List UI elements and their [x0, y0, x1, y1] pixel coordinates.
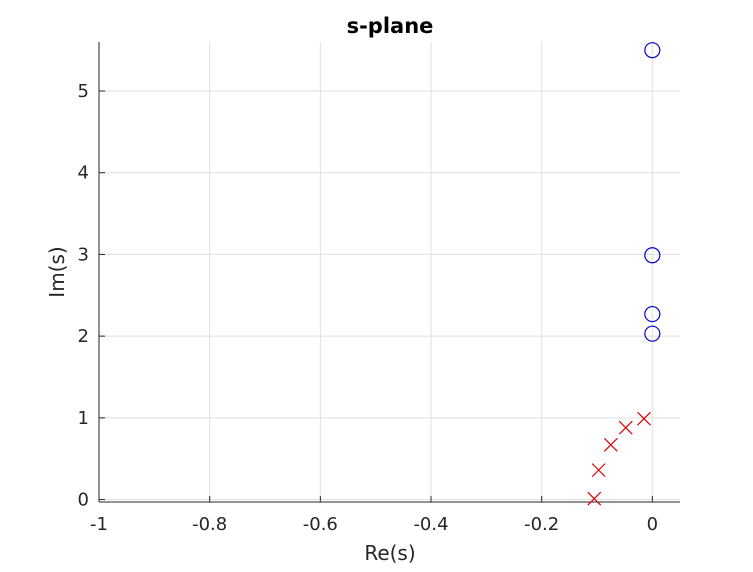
- pole-marker: [591, 463, 606, 478]
- y-tick-label: 5: [78, 81, 89, 102]
- x-tick-label: -0.8: [192, 514, 227, 535]
- axes: [98, 42, 680, 503]
- x-tick-label: -1: [90, 514, 108, 535]
- y-tick-label: 4: [78, 163, 89, 184]
- data-marks: [587, 42, 661, 506]
- pole-marker: [587, 491, 602, 506]
- chart-title: s-plane: [347, 14, 434, 38]
- y-tick-label: 2: [78, 326, 89, 347]
- x-ticks: -1 -0.8 -0.6 -0.4 -0.2 0: [90, 496, 658, 535]
- y-axis-label: Im(s): [45, 246, 69, 297]
- x-axis-label: Re(s): [364, 541, 415, 565]
- zero-marker: [644, 325, 661, 342]
- x-tick-label: -0.2: [524, 514, 559, 535]
- y-ticks: 0 1 2 3 4 5: [78, 81, 105, 511]
- zero-marker: [644, 247, 661, 264]
- zero-marker: [644, 305, 661, 323]
- x-tick-label: -0.6: [303, 514, 338, 535]
- grid: [98, 42, 680, 502]
- y-tick-label: 1: [78, 408, 89, 429]
- pole-marker: [637, 411, 651, 426]
- x-tick-label: 0: [647, 514, 658, 535]
- plot-area: [99, 42, 680, 502]
- y-tick-label: 3: [78, 244, 89, 265]
- x-tick-label: -0.4: [413, 514, 448, 535]
- y-tick-label: 0: [78, 490, 89, 511]
- pole-marker: [618, 420, 633, 435]
- pole-marker: [603, 437, 618, 452]
- zero-marker: [644, 42, 661, 59]
